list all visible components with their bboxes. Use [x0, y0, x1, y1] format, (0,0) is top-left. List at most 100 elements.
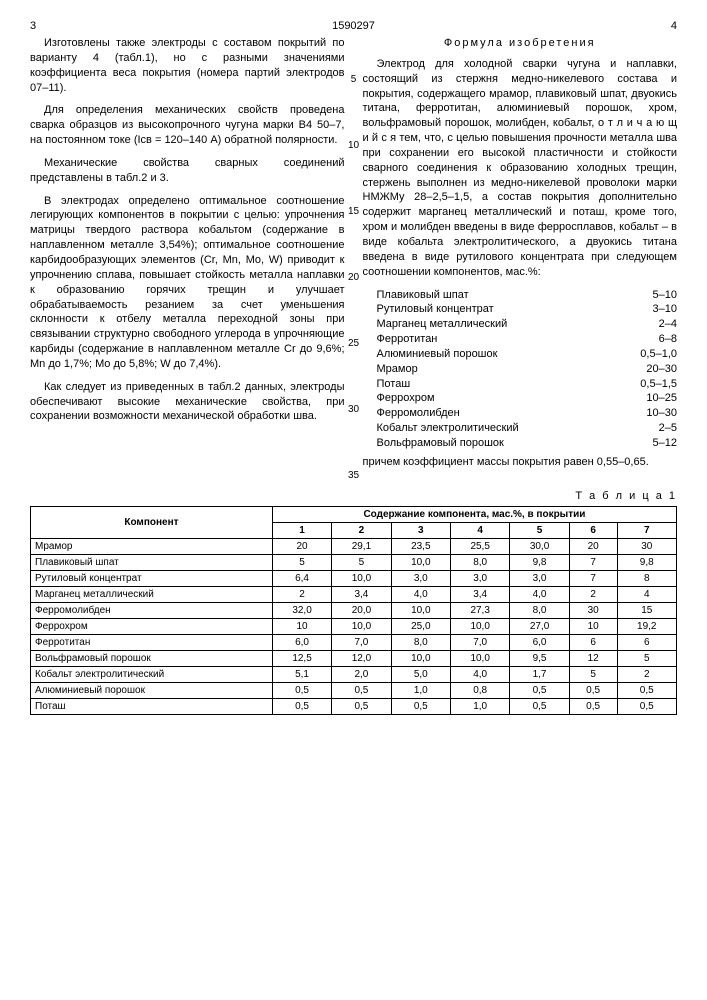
table-cell: 5,1 [272, 666, 331, 682]
component-value: 10–30 [617, 406, 677, 421]
component-value: 2–5 [617, 421, 677, 436]
table-cell: 27,0 [510, 618, 569, 634]
table-cell: 6,0 [272, 634, 331, 650]
table-row: Ферротитан6,07,08,07,06,066 [31, 634, 677, 650]
right-column: Формула изобретения Электрод для холодно… [363, 36, 678, 478]
row-label: Ферромолибден [31, 602, 273, 618]
table-cell: 9,5 [510, 650, 569, 666]
row-label: Марганец металлический [31, 586, 273, 602]
table-cell: 0,5 [332, 698, 391, 714]
row-label: Феррохром [31, 618, 273, 634]
table-cell: 0,5 [510, 698, 569, 714]
table-cell: 10,0 [450, 650, 509, 666]
component-row: Плавиковый шпат5–10 [377, 288, 678, 303]
table-cell: 7,0 [332, 634, 391, 650]
table-cell: 10 [272, 618, 331, 634]
component-value: 6–8 [617, 332, 677, 347]
table-cell: 6 [569, 634, 617, 650]
table-header: Компонент [31, 506, 273, 538]
table-cell: 0,5 [272, 682, 331, 698]
table-col-number: 4 [450, 522, 509, 538]
table-col-number: 2 [332, 522, 391, 538]
table-cell: 2 [569, 586, 617, 602]
table-cell: 5 [272, 554, 331, 570]
table-cell: 0,5 [569, 698, 617, 714]
table-cell: 25,5 [450, 538, 509, 554]
row-label: Поташ [31, 698, 273, 714]
component-row: Кобальт электролитический 2–5 [377, 421, 678, 436]
line-number: 10 [348, 140, 359, 151]
table-label: Т а б л и ц а 1 [30, 490, 677, 502]
row-label: Мрамор [31, 538, 273, 554]
table-row: Феррохром1010,025,010,027,01019,2 [31, 618, 677, 634]
component-name: Алюминиевый порошок [377, 347, 498, 362]
table-cell: 12,5 [272, 650, 331, 666]
table-cell: 0,5 [510, 682, 569, 698]
component-list: Плавиковый шпат5–10Рутиловый концентрат3… [377, 288, 678, 451]
table-cell: 0,5 [617, 682, 676, 698]
table-cell: 6 [617, 634, 676, 650]
table-cell: 7,0 [450, 634, 509, 650]
component-row: Поташ 0,5–1,5 [377, 377, 678, 392]
table-row: Рутиловый концентрат6,410,03,03,03,078 [31, 570, 677, 586]
component-name: Ферротитан [377, 332, 438, 347]
table-cell: 2 [272, 586, 331, 602]
row-label: Плавиковый шпат [31, 554, 273, 570]
line-number: 15 [348, 206, 359, 217]
table-row: Ферромолибден32,020,010,027,38,03015 [31, 602, 677, 618]
table-col-number: 5 [510, 522, 569, 538]
table-cell: 20 [272, 538, 331, 554]
table-col-number: 3 [391, 522, 450, 538]
component-row: Марганец металлический2–4 [377, 317, 678, 332]
table-cell: 10,0 [332, 618, 391, 634]
table-cell: 32,0 [272, 602, 331, 618]
paragraph: Как следует из приведенных в табл.2 данн… [30, 380, 345, 425]
component-value: 2–4 [617, 317, 677, 332]
table-cell: 20 [569, 538, 617, 554]
table-cell: 10,0 [391, 554, 450, 570]
table-cell: 5 [569, 666, 617, 682]
component-name: Поташ [377, 377, 411, 392]
row-label: Ферротитан [31, 634, 273, 650]
table-cell: 0,8 [450, 682, 509, 698]
component-name: Кобальт электролитический [377, 421, 519, 436]
component-value: 0,5–1,5 [617, 377, 677, 392]
left-column: Изготовлены также электроды с составом п… [30, 36, 345, 478]
table-col-number: 1 [272, 522, 331, 538]
table-cell: 4,0 [391, 586, 450, 602]
table-cell: 10,0 [391, 602, 450, 618]
paragraph: Для определения механических свойств про… [30, 103, 345, 148]
table-cell: 10,0 [391, 650, 450, 666]
component-value: 10–25 [617, 391, 677, 406]
component-row: Вольфрамовый порошок5–12 [377, 436, 678, 451]
table-row: Алюминиевый порошок0,50,51,00,80,50,50,5 [31, 682, 677, 698]
table-cell: 3,0 [510, 570, 569, 586]
table-cell: 20,0 [332, 602, 391, 618]
table-cell: 8,0 [450, 554, 509, 570]
table-header: Содержание компонента, мас.%, в покрытии [272, 506, 676, 522]
table-cell: 15 [617, 602, 676, 618]
table-cell: 27,3 [450, 602, 509, 618]
table-col-number: 6 [569, 522, 617, 538]
table-cell: 6,0 [510, 634, 569, 650]
line-number: 25 [348, 338, 359, 349]
table-cell: 2 [617, 666, 676, 682]
table-cell: 0,5 [617, 698, 676, 714]
table-cell: 30,0 [510, 538, 569, 554]
table-row: Вольфрамовый порошок12,512,010,010,09,51… [31, 650, 677, 666]
table-cell: 3,0 [391, 570, 450, 586]
page-right: 4 [671, 20, 677, 32]
composition-table: Компонент Содержание компонента, мас.%, … [30, 506, 677, 715]
component-value: 5–10 [617, 288, 677, 303]
row-label: Алюминиевый порошок [31, 682, 273, 698]
table-cell: 7 [569, 570, 617, 586]
table-cell: 5 [332, 554, 391, 570]
table-cell: 4,0 [450, 666, 509, 682]
table-cell: 25,0 [391, 618, 450, 634]
component-name: Ферромолибден [377, 406, 460, 421]
table-cell: 0,5 [272, 698, 331, 714]
table-cell: 12,0 [332, 650, 391, 666]
claims-title: Формула изобретения [363, 36, 678, 51]
component-row: Ферромолибден 10–30 [377, 406, 678, 421]
component-value: 5–12 [617, 436, 677, 451]
